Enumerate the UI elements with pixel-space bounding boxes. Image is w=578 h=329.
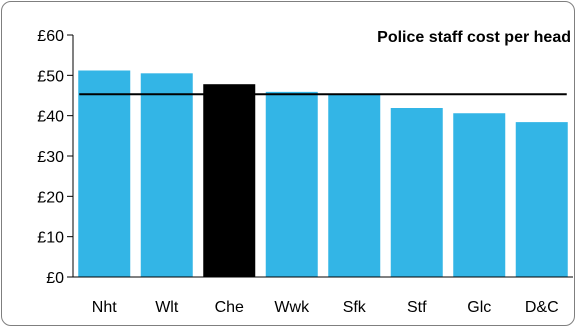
bar-stf <box>390 108 443 278</box>
bar-wwk <box>265 91 318 278</box>
bar-glc <box>453 113 506 277</box>
bar-nht <box>78 70 131 277</box>
y-tick-label: £30 <box>37 149 64 166</box>
bars <box>78 70 568 278</box>
y-tick-label: £50 <box>37 68 64 85</box>
x-tick-label: Wlt <box>155 299 179 316</box>
x-tick-label: Sfk <box>343 299 367 316</box>
x-tick-label: D&C <box>525 299 559 316</box>
bar-che <box>203 84 256 277</box>
y-tick-label: £0 <box>46 270 64 287</box>
chart-title: Police staff cost per head <box>377 29 571 46</box>
y-axis: £0 £10 £20 £30 £40 £50 £60 <box>37 28 74 287</box>
x-tick-label: Stf <box>407 299 427 316</box>
y-tick-label: £20 <box>37 189 64 206</box>
bar-wlt <box>140 73 193 277</box>
y-tick-label: £60 <box>37 28 64 45</box>
x-axis: Nht Wlt Che Wwk Sfk Stf Glc D&C <box>73 276 573 316</box>
bar-sfk <box>328 94 381 277</box>
x-tick-label: Wwk <box>274 299 310 316</box>
y-tick-label: £40 <box>37 109 64 126</box>
x-tick-label: Nht <box>92 299 117 316</box>
x-tick-label: Che <box>215 299 244 316</box>
y-tick-label: £10 <box>37 230 64 247</box>
x-tick-label: Glc <box>467 299 491 316</box>
bar-dc <box>515 122 568 278</box>
